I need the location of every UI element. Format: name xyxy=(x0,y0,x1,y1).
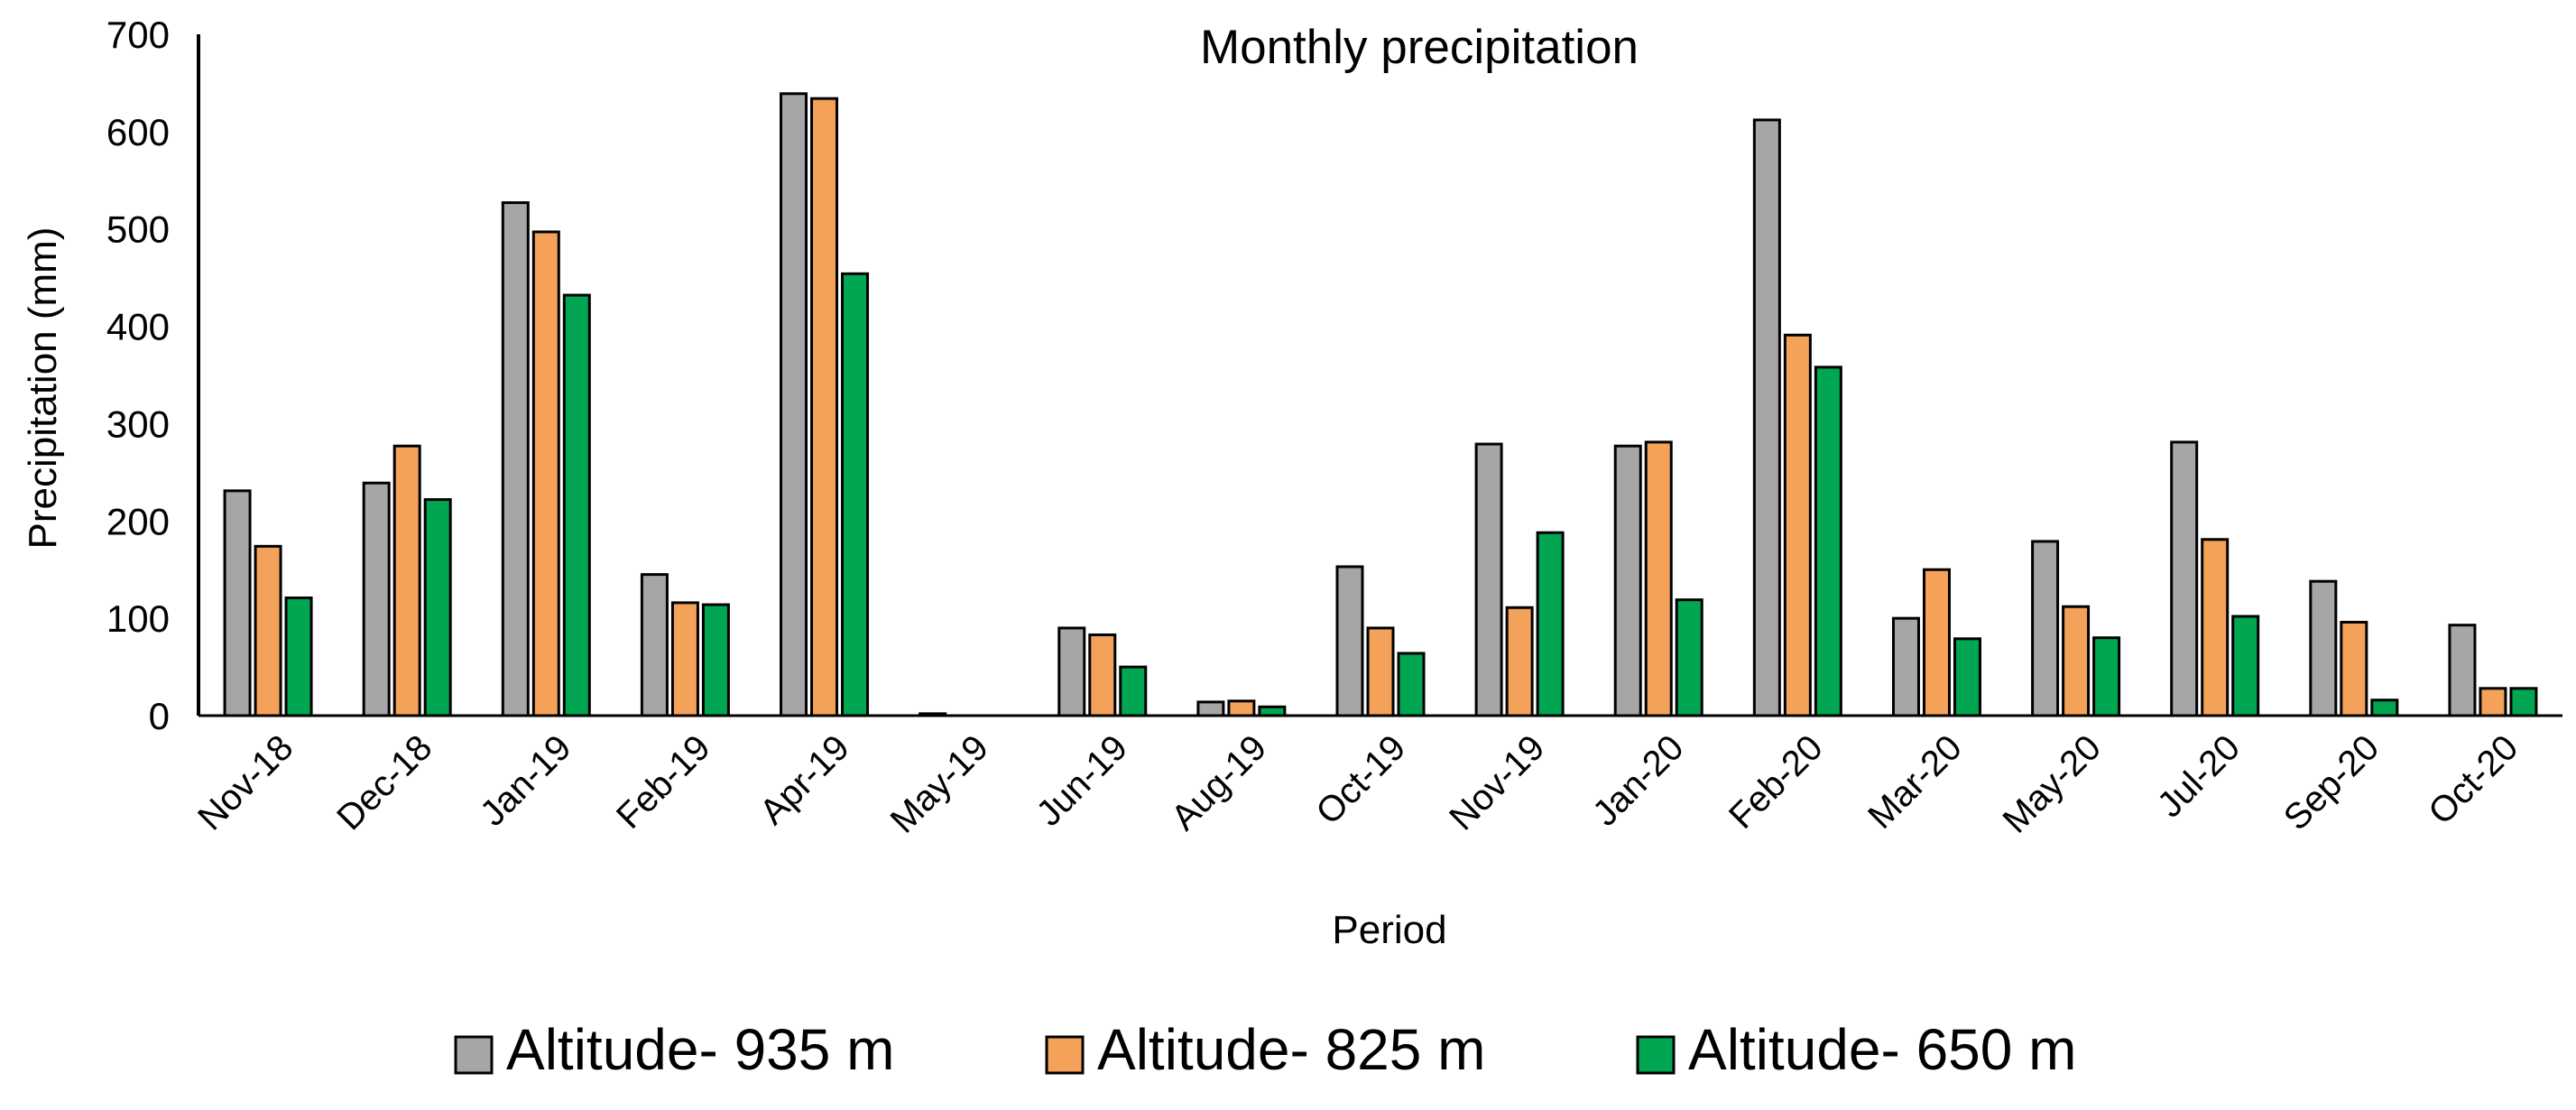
bar-2-jan-19 xyxy=(531,230,560,717)
bar-2-apr-19 xyxy=(810,97,839,717)
x-tick-label: Oct-19 xyxy=(1308,727,1413,832)
bar-3-sep-20 xyxy=(2370,698,2399,717)
bar-2-sep-20 xyxy=(2340,620,2368,717)
bar-3-dec-18 xyxy=(423,498,452,717)
bar-2-feb-19 xyxy=(670,601,699,717)
legend-swatch-2 xyxy=(1045,1035,1085,1075)
bar-1-jan-19 xyxy=(501,201,530,717)
bar-3-apr-19 xyxy=(841,272,870,717)
x-tick-label: Apr-19 xyxy=(752,727,857,832)
x-tick-label: Jan-19 xyxy=(473,727,579,834)
bar-1-may-20 xyxy=(2031,540,2060,717)
bar-2-jul-20 xyxy=(2201,538,2230,717)
bar-2-jun-19 xyxy=(1088,633,1117,717)
legend-label-1: Altitude- 935 m xyxy=(506,1017,894,1082)
bar-1-jan-20 xyxy=(1613,444,1642,717)
bar-3-oct-19 xyxy=(1397,652,1426,717)
bar-1-feb-19 xyxy=(640,573,669,717)
x-tick-label: Feb-19 xyxy=(609,727,718,837)
y-axis-label: Precipitation (mm) xyxy=(21,227,65,550)
bar-2-dec-18 xyxy=(392,444,421,717)
x-tick-label: Dec-18 xyxy=(329,727,439,837)
bar-2-mar-20 xyxy=(1922,568,1951,717)
legend-swatch-3 xyxy=(1636,1035,1676,1075)
bar-1-sep-20 xyxy=(2309,579,2338,717)
bar-3-jan-20 xyxy=(1675,598,1703,717)
bar-2-oct-20 xyxy=(2479,687,2507,717)
bar-3-mar-20 xyxy=(1953,637,1981,717)
bar-3-nov-19 xyxy=(1536,531,1565,717)
axes-layer xyxy=(197,34,2562,717)
x-tick-label: Jan-20 xyxy=(1585,727,1692,834)
legend: Altitude- 935 m Altitude- 825 m Altitude- … xyxy=(454,1017,2076,1082)
bar-1-jul-20 xyxy=(2170,440,2199,717)
bar-2-nov-19 xyxy=(1505,606,1534,717)
x-tick-label: Sep-20 xyxy=(2276,727,2387,837)
legend-swatch-1 xyxy=(454,1035,494,1075)
bar-1-oct-20 xyxy=(2448,624,2477,717)
bar-1-nov-19 xyxy=(1474,442,1503,717)
legend-label-2: Altitude- 825 m xyxy=(1097,1017,1485,1082)
bar-2-aug-19 xyxy=(1227,699,1256,717)
x-tick-label: Oct-20 xyxy=(2421,727,2525,832)
y-tick-label: 500 xyxy=(106,208,170,251)
bar-3-jun-19 xyxy=(1119,665,1148,717)
x-tick-label: May-20 xyxy=(1996,727,2109,840)
x-tick-label: Nov-18 xyxy=(190,727,300,837)
legend-label-3: Altitude- 650 m xyxy=(1688,1017,2076,1082)
bar-3-jan-19 xyxy=(562,293,591,717)
x-tick-label: Aug-19 xyxy=(1164,727,1274,837)
bar-1-nov-18 xyxy=(223,489,252,717)
y-tick-labels: 0 100 200 300 400 500 600 700 xyxy=(106,14,170,737)
bar-2-may-20 xyxy=(2062,605,2091,717)
bar-2-oct-19 xyxy=(1366,626,1395,717)
bar-1-jun-19 xyxy=(1057,626,1086,717)
x-tick-label: Jun-19 xyxy=(1029,727,1136,834)
bar-1-oct-19 xyxy=(1335,565,1364,717)
y-tick-label: 600 xyxy=(106,111,170,153)
y-tick-label: 400 xyxy=(106,306,170,348)
x-tick-label: May-19 xyxy=(883,727,996,840)
bar-3-jul-20 xyxy=(2231,615,2260,717)
x-axis-label: Period xyxy=(1332,908,1446,952)
bar-2-nov-18 xyxy=(254,544,282,717)
y-tick-label: 300 xyxy=(106,402,170,445)
y-tick-label: 0 xyxy=(149,695,170,737)
bar-2-jan-20 xyxy=(1644,440,1673,717)
bar-3-oct-20 xyxy=(2509,687,2538,717)
y-tick-label: 700 xyxy=(106,14,170,56)
x-tick-label: Jul-20 xyxy=(2150,727,2248,825)
y-tick-label: 100 xyxy=(106,597,170,640)
x-tick-label: Nov-19 xyxy=(1442,727,1552,837)
bar-1-apr-19 xyxy=(780,92,808,717)
x-tick-label: Mar-20 xyxy=(1860,727,1970,837)
x-tick-labels: Nov-18 Dec-18 Jan-19 Feb-19 Apr-19 May-19 Jun-… xyxy=(190,727,2525,840)
bars-layer xyxy=(223,92,2538,717)
chart-title: Monthly precipitation xyxy=(1200,21,1639,74)
bar-3-feb-20 xyxy=(1814,365,1842,717)
bar-1-dec-18 xyxy=(362,481,391,717)
bar-3-may-20 xyxy=(2092,636,2121,717)
bar-1-feb-20 xyxy=(1752,118,1781,717)
y-tick-label: 200 xyxy=(106,500,170,542)
bar-2-feb-20 xyxy=(1783,333,1812,717)
bar-1-aug-19 xyxy=(1196,700,1225,717)
x-tick-label: Feb-20 xyxy=(1722,727,1831,837)
bar-1-mar-20 xyxy=(1891,616,1920,717)
bar-3-feb-19 xyxy=(701,603,730,717)
bar-3-nov-18 xyxy=(284,596,313,717)
